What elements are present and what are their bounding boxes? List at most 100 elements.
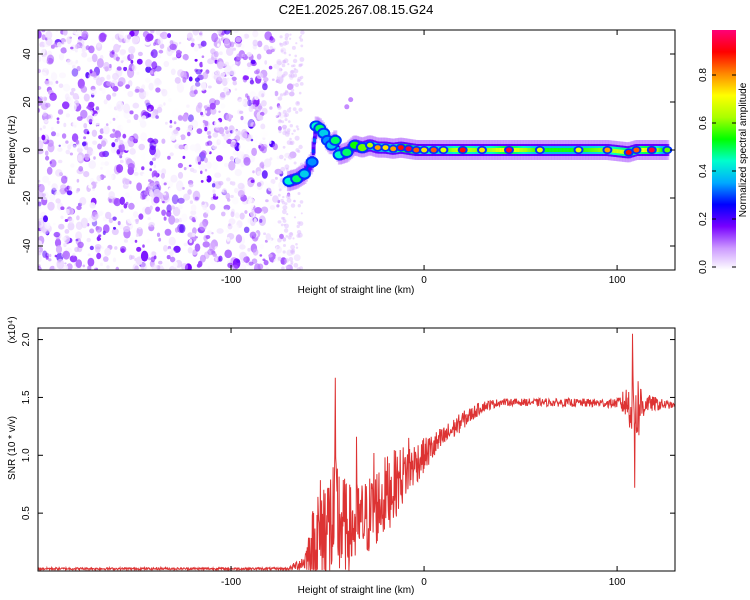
noise-speckle (296, 101, 299, 105)
noise-speckle (167, 131, 172, 136)
noise-speckle (297, 221, 301, 225)
noise-speckle (284, 118, 288, 122)
noise-speckle (112, 92, 117, 97)
noise-speckle (94, 181, 98, 184)
noise-speckle (83, 123, 88, 129)
noise-speckle (283, 228, 289, 233)
noise-speckle (282, 250, 286, 254)
noise-speckle (72, 121, 78, 126)
noise-speckle (269, 106, 273, 110)
noise-speckle (256, 181, 263, 191)
noise-speckle (295, 125, 299, 128)
noise-speckle (58, 83, 64, 89)
noise-speckle (49, 193, 55, 202)
snr-y-multiplier: (x10⁴) (7, 316, 18, 343)
noise-speckle (96, 175, 102, 182)
noise-speckle (263, 158, 272, 168)
noise-speckle (290, 244, 295, 250)
noise-speckle (242, 68, 250, 76)
noise-speckle (223, 204, 231, 211)
noise-speckle (254, 237, 258, 240)
y-tick-label: -40 (22, 238, 33, 253)
noise-speckle (237, 98, 245, 106)
noise-speckle (80, 217, 88, 229)
noise-speckle (271, 108, 279, 118)
noise-speckle (56, 41, 62, 48)
noise-speckle (221, 211, 226, 217)
noise-speckle (53, 222, 56, 226)
noise-speckle (172, 250, 176, 254)
noise-speckle (217, 30, 222, 35)
noise-speckle (196, 35, 203, 41)
noise-speckle (91, 53, 98, 63)
noise-speckle (203, 179, 207, 184)
noise-speckle (128, 254, 133, 260)
noise-speckle (289, 124, 293, 128)
noise-speckle (249, 231, 257, 239)
noise-speckle (270, 81, 276, 87)
noise-speckle (42, 125, 46, 129)
noise-speckle (163, 60, 170, 68)
noise-speckle (116, 100, 124, 112)
noise-speckle (145, 195, 150, 202)
noise-speckle (229, 156, 234, 161)
noise-speckle (282, 130, 287, 136)
noise-speckle (55, 169, 63, 177)
snr-panel: -100 0 100 0.5 1.0 1.5 2.0 Height of straight… (7, 316, 676, 596)
noise-speckle (283, 114, 288, 118)
noise-speckle (50, 126, 54, 131)
track-blob (648, 147, 655, 153)
noise-speckle (114, 130, 122, 139)
noise-speckle (252, 232, 258, 238)
noise-speckle (49, 92, 57, 102)
noise-speckle (43, 119, 49, 123)
noise-speckle (246, 52, 252, 57)
noise-speckle (256, 171, 262, 176)
noise-speckle (153, 164, 157, 169)
noise-speckle (248, 197, 255, 209)
noise-speckle (232, 224, 240, 233)
noise-speckle (299, 38, 304, 42)
noise-speckle (42, 250, 48, 258)
noise-speckle (148, 221, 155, 228)
noise-speckle (214, 172, 222, 178)
noise-speckle (120, 124, 128, 130)
noise-speckle (143, 224, 147, 229)
noise-speckle (138, 143, 145, 151)
noise-speckle (243, 119, 248, 125)
noise-speckle (158, 104, 163, 108)
noise-speckle (163, 245, 168, 252)
noise-speckle (289, 37, 292, 40)
noise-speckle (39, 127, 43, 131)
noise-speckle (75, 238, 79, 242)
noise-speckle (78, 145, 83, 149)
noise-speckle (212, 189, 216, 194)
noise-speckle (147, 223, 152, 227)
noise-speckle (257, 155, 262, 160)
noise-speckle (43, 215, 48, 223)
noise-speckle (103, 256, 109, 262)
snr-x-ticks: -100 0 100 (221, 328, 626, 588)
noise-speckle (47, 201, 55, 211)
noise-speckle (168, 97, 172, 103)
noise-speckle (118, 30, 125, 39)
noise-speckle (235, 61, 238, 64)
noise-speckle (254, 70, 260, 75)
noise-speckle (237, 182, 245, 190)
noise-speckle (113, 198, 121, 207)
noise-speckle (126, 247, 134, 254)
noise-speckle (225, 229, 229, 233)
noise-speckle (169, 43, 177, 50)
x-tick-label: -100 (221, 275, 241, 286)
noise-speckle (86, 106, 89, 109)
noise-speckle (89, 245, 94, 251)
noise-speckle (45, 155, 50, 161)
noise-speckle (269, 205, 276, 210)
noise-speckle (207, 135, 212, 139)
noise-speckle (113, 43, 120, 53)
noise-speckle (88, 101, 95, 108)
noise-speckle (38, 46, 46, 56)
noise-speckle (168, 187, 176, 193)
noise-speckle (182, 53, 189, 61)
noise-speckle (240, 94, 244, 98)
